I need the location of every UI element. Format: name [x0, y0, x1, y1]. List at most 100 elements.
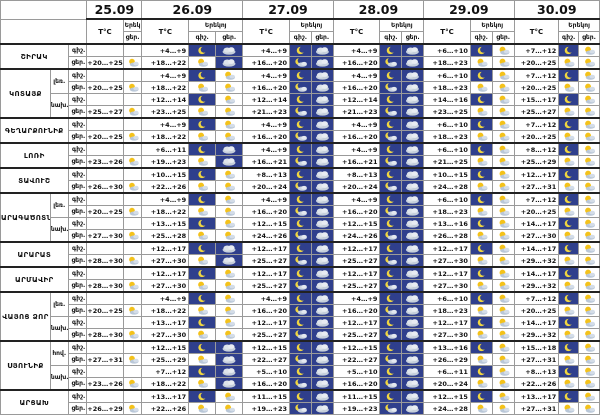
temperature-range: +26…+29 [86, 402, 124, 415]
moon-icon [469, 389, 493, 403]
day-sub-header: ցեր. [578, 31, 600, 45]
temperature-range: +12…+17 [332, 316, 381, 329]
temperature-range: +4…+9 [242, 291, 291, 305]
sun-icon [122, 229, 143, 243]
moon-icon [379, 192, 403, 206]
temperature-range: +27…+31 [86, 353, 124, 366]
temperature-range: +16…+20 [332, 205, 381, 218]
temperature-range: +25…+29 [141, 353, 190, 366]
moon-icon [289, 291, 312, 305]
sun-icon [578, 167, 600, 181]
moon-icon [558, 365, 580, 378]
temperature-range: +16…+20 [332, 304, 381, 317]
cloud-icon [215, 340, 244, 354]
sun-icon [578, 192, 600, 206]
mooncloud-icon [379, 377, 403, 391]
temperature-range: +18…+22 [141, 81, 190, 94]
temperature-range: +29…+32 [513, 279, 560, 293]
temperature-range: +18…+23 [423, 81, 471, 94]
sun-icon [215, 117, 244, 131]
sun-icon [469, 279, 493, 293]
temperature-range: +5…+10 [242, 365, 291, 378]
subregion-label: լեռ. [49, 192, 69, 218]
sun-icon [558, 377, 580, 391]
night-sub-header: գիշ. [289, 31, 312, 45]
cloud-icon [310, 117, 334, 131]
moon-icon [188, 93, 217, 106]
sun-icon [469, 402, 493, 415]
cloud-icon [310, 266, 334, 280]
cloud-icon [401, 180, 425, 194]
sun-icon [188, 328, 217, 342]
sun-icon [188, 229, 217, 243]
temperature-range: +14…+17 [513, 266, 560, 280]
subregion-label: նախ. [49, 365, 69, 391]
cloud-icon [310, 155, 334, 169]
temperature-range: +4…+9 [242, 68, 291, 82]
cloud-icon [310, 43, 334, 57]
cloud-icon [310, 68, 334, 82]
cloud-icon [310, 56, 334, 70]
period-label: ցեր. [67, 353, 88, 366]
sun-icon [491, 304, 515, 317]
sun-icon [578, 68, 600, 82]
night-sub-header: գիշ. [469, 31, 493, 45]
temperature-range: +8…+13 [242, 167, 291, 181]
temperature-range: +6…+10 [423, 192, 471, 206]
temperature-range [86, 93, 124, 106]
region-name: ԿՈՏԱՅՔ [0, 68, 51, 119]
region-name: ՎԱՅՈՑ ՁՈՐ [0, 291, 51, 342]
sun-icon [578, 105, 600, 119]
mooncloud-icon [289, 254, 312, 268]
evening-column-header: Երեկոյ [289, 18, 334, 32]
temperature-range: +24…+28 [423, 180, 471, 194]
mooncloud-icon [289, 402, 312, 415]
temp-column-header: T°C [332, 18, 381, 45]
sun-icon [188, 254, 217, 268]
period-label: ցեր. [67, 180, 88, 194]
temperature-range: +12…+17 [242, 241, 291, 255]
mooncloud-icon [379, 353, 403, 366]
period-label: գիշ. [67, 365, 88, 378]
temperature-range: +12…+14 [332, 93, 381, 106]
sun-icon [578, 93, 600, 106]
temperature-range: +12…+15 [141, 340, 190, 354]
sun-icon [188, 180, 217, 194]
subregion-label: լեռ. [49, 291, 69, 317]
mooncloud-icon [379, 304, 403, 317]
cloud-icon [401, 155, 425, 169]
temperature-range [86, 117, 124, 131]
moon-icon [188, 291, 217, 305]
period-label: գիշ. [67, 93, 88, 106]
temperature-range: +24…+28 [423, 402, 471, 415]
sun-icon [215, 389, 244, 403]
mooncloud-icon [289, 353, 312, 366]
period-label: ցեր. [67, 105, 88, 119]
empty-icon-cell [122, 192, 143, 206]
sun-icon [558, 180, 580, 194]
cloud-icon [310, 365, 334, 378]
temperature-range: +12…+17 [141, 266, 190, 280]
sun-icon [578, 217, 600, 230]
period-label: ցեր. [67, 304, 88, 317]
cloud-icon [215, 241, 244, 255]
sun-icon [215, 217, 244, 230]
sun-icon [188, 402, 217, 415]
sun-icon [491, 389, 515, 403]
empty-icon-cell [122, 316, 143, 329]
temperature-range: +15…+18 [513, 340, 560, 354]
temperature-range: +19…+23 [242, 402, 291, 415]
temperature-range: +11…+15 [332, 389, 381, 403]
empty-icon-cell [122, 217, 143, 230]
sun-icon [491, 117, 515, 131]
temperature-range: +14…+17 [513, 241, 560, 255]
temperature-range: +7…+12 [513, 291, 560, 305]
sun-icon [578, 389, 600, 403]
moon-icon [469, 68, 493, 82]
sun-icon [188, 130, 217, 144]
sun-icon [491, 93, 515, 106]
temperature-range: +27…+31 [513, 180, 560, 194]
temperature-range [86, 365, 124, 378]
region-name: ԱՐԱԳԱԾՈՏՆ [0, 192, 51, 243]
